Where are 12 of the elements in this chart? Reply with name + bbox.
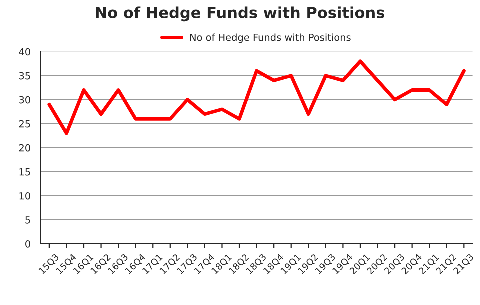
- y-tick-label: 15: [20, 168, 30, 176]
- line-series: [48, 60, 466, 136]
- y-tick-label: 20: [19, 144, 30, 152]
- legend-label: No of Hedge Funds with Positions: [190, 34, 351, 44]
- y-tick-label: 40: [19, 48, 30, 56]
- y-tick-label: 35: [19, 72, 30, 80]
- y-tick-label: 10: [20, 192, 30, 200]
- y-tick-label: 0: [26, 240, 30, 248]
- y-tick-label: 5: [26, 216, 30, 224]
- y-tick-label: 30: [19, 96, 30, 104]
- y-tick-label: 25: [19, 120, 30, 128]
- chart-title: No of Hedge Funds with Positions: [96, 6, 384, 22]
